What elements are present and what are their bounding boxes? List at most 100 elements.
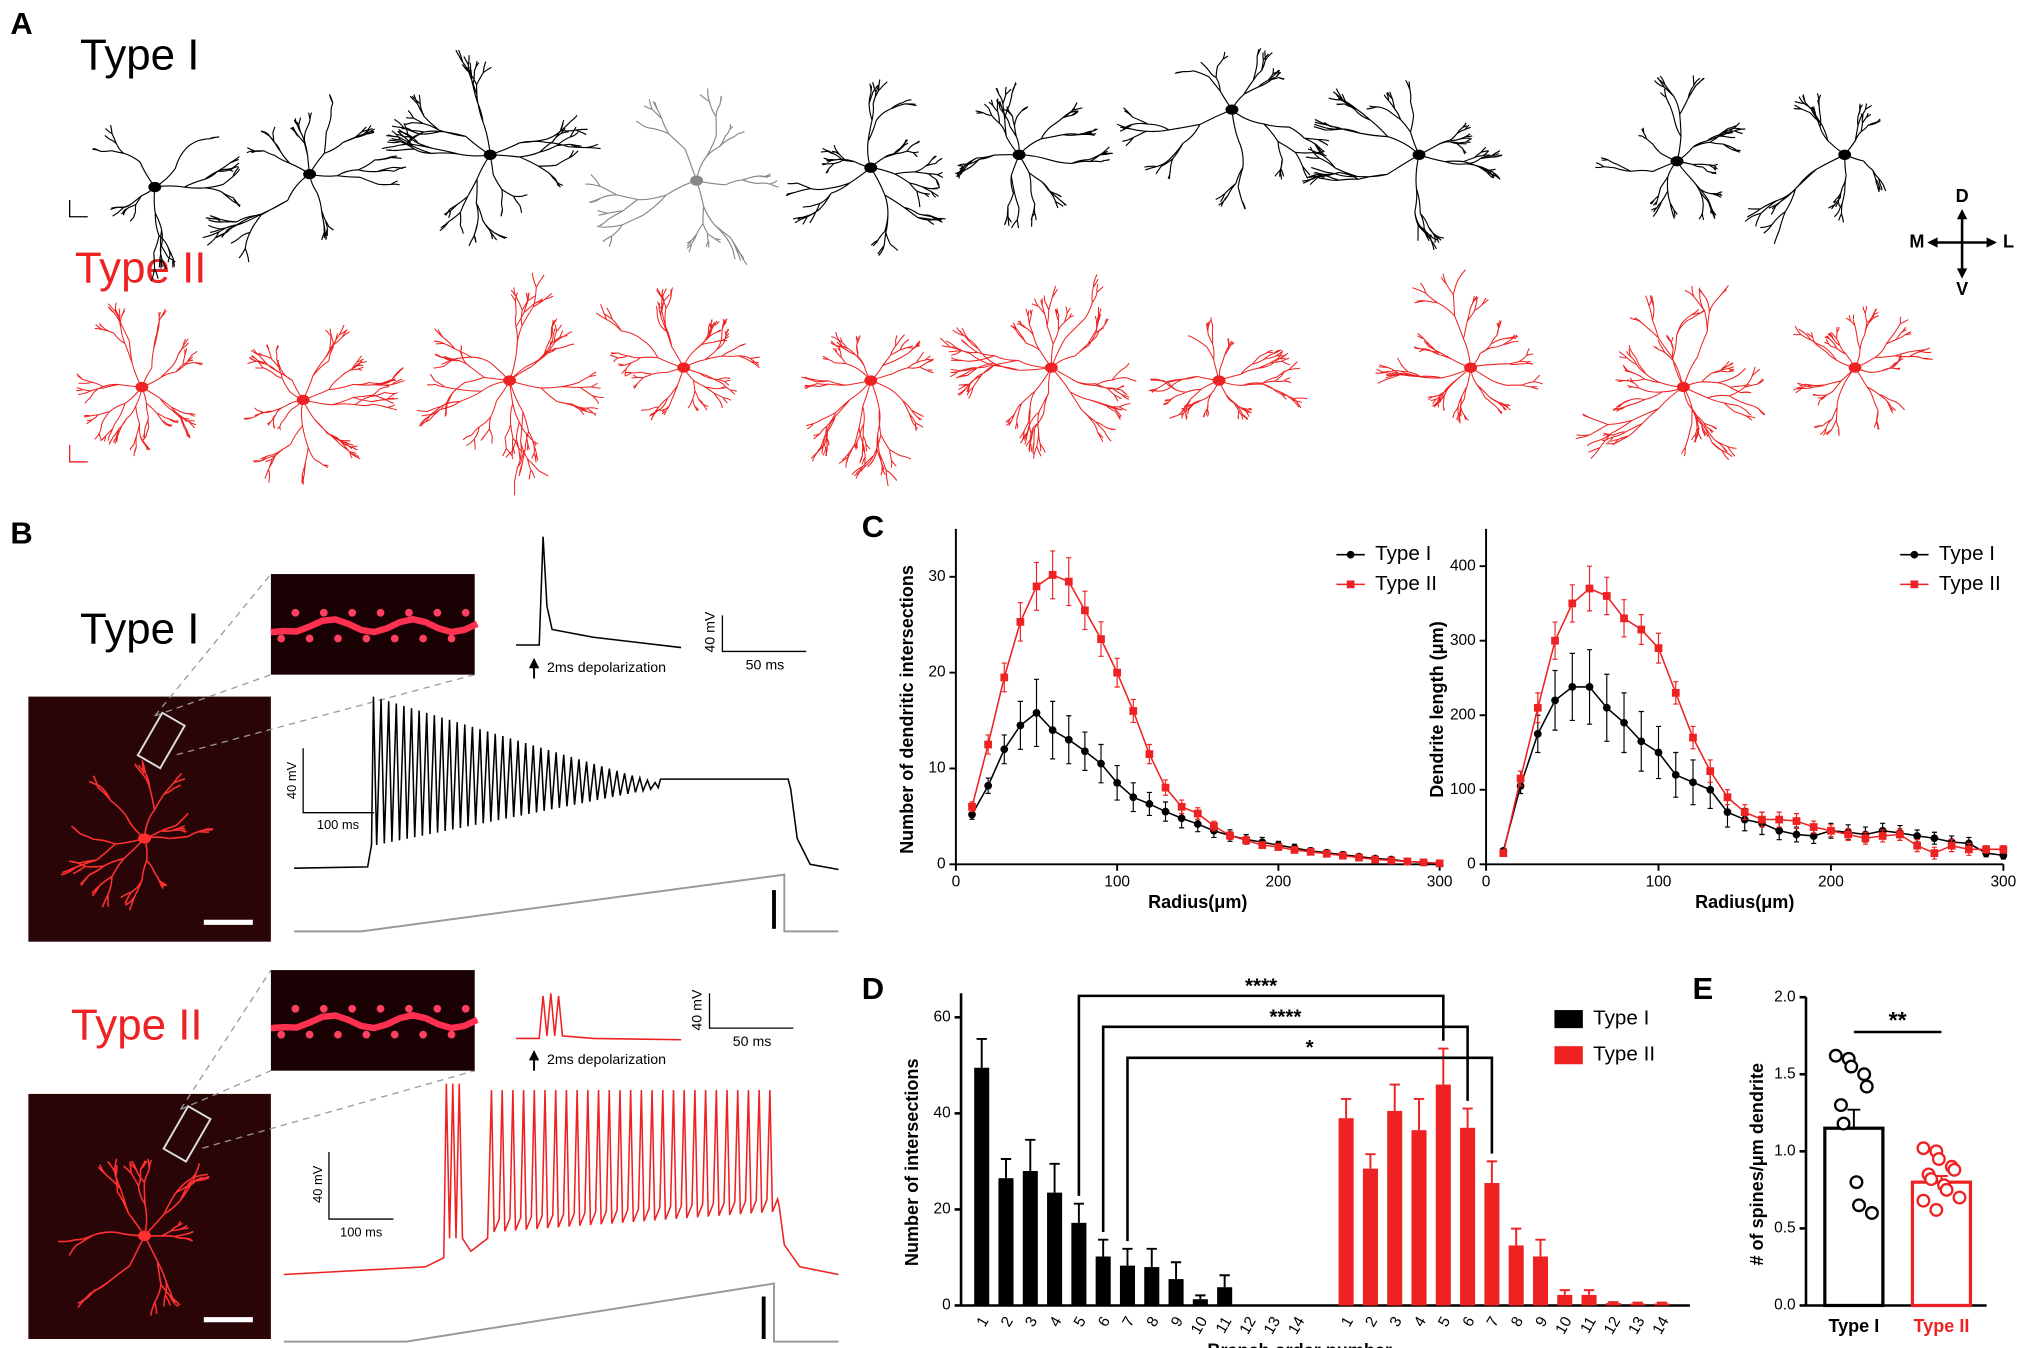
x-tick-label: 9 — [1168, 1314, 1187, 1330]
row-label: Type I — [80, 31, 199, 80]
data-point — [1706, 785, 1715, 794]
bar — [1581, 1294, 1597, 1306]
series-line — [1502, 587, 2004, 854]
roi-box — [136, 711, 186, 770]
data-point — [1435, 859, 1444, 868]
row-label: Type II — [75, 243, 207, 292]
row-label: Type I — [80, 605, 199, 654]
data-point — [1844, 830, 1853, 839]
data-point — [1242, 836, 1251, 845]
spine — [376, 1004, 385, 1013]
compass-label: V — [1956, 279, 1968, 299]
neuron-dendrites — [1744, 93, 1887, 244]
spine — [390, 634, 399, 643]
spine — [419, 1030, 427, 1039]
y-tick-label: 60 — [934, 1008, 951, 1025]
x-tick-label: 10 — [1188, 1314, 1211, 1337]
spine — [405, 1004, 413, 1013]
data-point — [1982, 845, 1990, 854]
x-tick-label: 11 — [1577, 1314, 1600, 1336]
data-point — [1930, 834, 1939, 843]
bar — [1338, 1118, 1354, 1306]
data-point — [1809, 823, 1818, 831]
spine — [447, 1030, 456, 1039]
bar — [1435, 1084, 1451, 1306]
data-point — [1671, 770, 1680, 779]
scale-label: 100 ms — [317, 817, 359, 832]
neuron-soma — [690, 175, 704, 186]
data-point — [1706, 767, 1715, 776]
spine — [319, 608, 328, 617]
row-label: Type II — [71, 1001, 203, 1050]
neuron-soma — [148, 181, 162, 193]
compass-label: D — [1956, 186, 1969, 206]
bar — [1362, 1168, 1378, 1306]
neuron-dendrites — [381, 49, 601, 247]
legend-marker — [1346, 550, 1355, 559]
error-bar — [1073, 1202, 1085, 1223]
significance-label: ** — [1889, 1007, 1908, 1033]
data-point — [1193, 809, 1202, 818]
x-tick-label: 14 — [1285, 1314, 1309, 1338]
data-point — [1371, 855, 1380, 864]
data-point — [1551, 636, 1559, 645]
data-point — [1775, 815, 1784, 824]
legend-label: Type I — [1593, 1007, 1649, 1030]
data-point — [1654, 748, 1663, 757]
neuron-soma — [1012, 149, 1026, 160]
data-point — [1048, 571, 1057, 579]
legend-marker — [1910, 550, 1919, 559]
significance-label: **** — [1269, 1005, 1301, 1028]
spine — [277, 1030, 286, 1039]
x-tick-label: 12 — [1601, 1314, 1624, 1337]
roi-box — [162, 1104, 212, 1163]
legend-label: Type II — [1939, 572, 2001, 595]
data-point — [1836, 1116, 1851, 1131]
x-tick-label: 12 — [1236, 1314, 1259, 1337]
voltage-trace — [283, 1083, 839, 1276]
data-point — [1758, 815, 1766, 824]
data-point — [1864, 1206, 1879, 1220]
x-tick-label: Type I — [1828, 1316, 1879, 1336]
panel-label: B — [10, 516, 32, 551]
data-point — [1859, 1079, 1874, 1094]
stimulus-label: 2ms depolarization — [547, 1052, 666, 1068]
error-bar — [1340, 1097, 1352, 1119]
data-point — [1210, 822, 1218, 830]
data-point — [1602, 703, 1611, 712]
error-bar — [1656, 1301, 1668, 1304]
x-tick-label: Type II — [1914, 1316, 1970, 1336]
spine — [291, 608, 300, 617]
data-point — [1403, 857, 1412, 866]
spine — [277, 634, 286, 643]
data-point — [1048, 726, 1057, 735]
dendrite-inset — [270, 574, 475, 675]
error-bar — [1025, 1138, 1036, 1172]
data-point — [1533, 703, 1542, 712]
x-tick-label: 14 — [1650, 1314, 1674, 1338]
x-tick-label: 9 — [1532, 1314, 1551, 1330]
data-point — [1929, 1202, 1944, 1217]
data-point — [1924, 1172, 1939, 1187]
y-axis-label: Number of dendritic intersections — [897, 565, 917, 854]
data-point — [1792, 817, 1801, 825]
bar — [1071, 1222, 1087, 1306]
data-point — [1177, 814, 1186, 823]
data-point — [1585, 584, 1594, 593]
x-tick-label: 6 — [1095, 1314, 1114, 1330]
x-tick-label: 0 — [1482, 873, 1491, 890]
y-tick-label: 40 — [934, 1104, 951, 1121]
data-point — [1833, 1098, 1848, 1113]
neuron-soma — [864, 375, 878, 386]
x-tick-label: 100 — [1646, 873, 1672, 890]
data-point — [1113, 778, 1122, 787]
scale-label: 100 ms — [340, 1225, 382, 1240]
neuron-dendrites — [76, 302, 203, 457]
neuron-soma — [138, 1230, 151, 1241]
spine — [334, 634, 342, 643]
x-tick-label: 4 — [1411, 1314, 1430, 1330]
data-point — [1274, 843, 1283, 851]
error-bar — [1146, 1247, 1157, 1268]
stimulus-arrow — [528, 1050, 540, 1061]
spine — [348, 608, 357, 617]
